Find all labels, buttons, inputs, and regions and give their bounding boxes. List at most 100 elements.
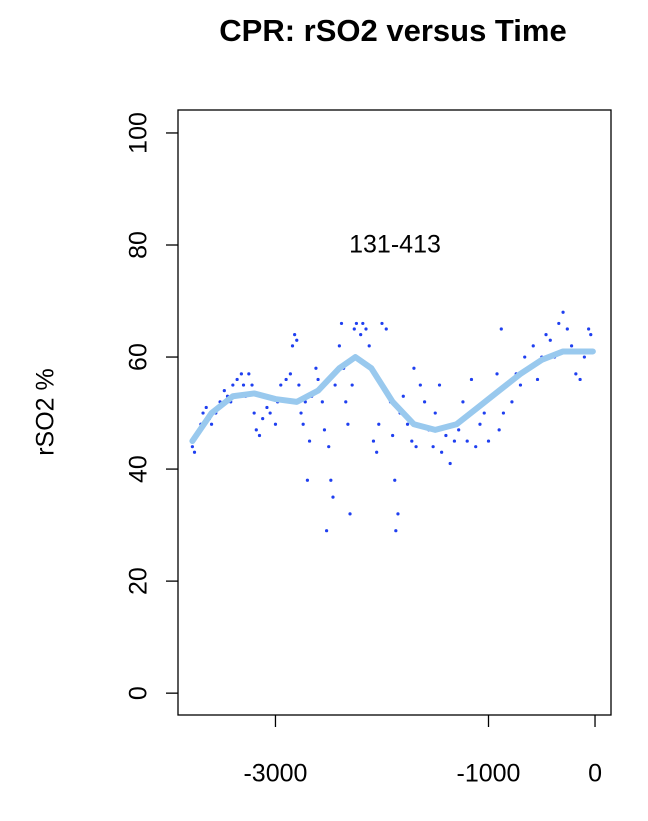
point (448, 461, 452, 466)
point (412, 366, 416, 370)
point (301, 422, 305, 426)
point (501, 411, 506, 415)
point (561, 310, 565, 314)
point (384, 327, 388, 331)
y-tick-label: 0 (125, 686, 153, 700)
x-tick-label: -1000 (457, 760, 521, 788)
point (440, 450, 444, 454)
point (265, 405, 269, 410)
point (482, 411, 486, 415)
point (474, 445, 478, 449)
point (331, 495, 335, 499)
y-tick-label: 80 (125, 231, 153, 259)
point (290, 344, 295, 348)
point (478, 422, 482, 426)
point (222, 389, 226, 393)
point (322, 428, 327, 432)
point (333, 383, 337, 387)
point (239, 372, 243, 376)
point (499, 327, 503, 331)
point (418, 383, 422, 387)
point (359, 333, 363, 337)
point (247, 372, 251, 376)
point (578, 377, 582, 382)
point (235, 377, 239, 382)
point (250, 383, 254, 387)
point (201, 411, 205, 415)
chart-title: CPR: rSO2 versus Time (219, 13, 566, 48)
point (495, 372, 499, 376)
point (339, 321, 344, 326)
point (324, 529, 329, 533)
point (497, 428, 501, 432)
point (204, 405, 208, 410)
point (346, 422, 350, 426)
point (364, 327, 368, 331)
point (469, 377, 474, 382)
point (410, 439, 414, 443)
point (452, 439, 457, 443)
x-tick-label: 0 (588, 760, 602, 788)
point (414, 445, 418, 449)
point (354, 321, 359, 326)
point (535, 377, 540, 382)
point (574, 372, 578, 376)
point (589, 333, 593, 337)
point (401, 394, 405, 398)
point (548, 338, 552, 342)
point (316, 377, 320, 382)
point (396, 512, 400, 516)
point (261, 417, 265, 421)
point (391, 433, 395, 438)
point (284, 377, 288, 382)
point (380, 321, 384, 326)
point (348, 512, 352, 516)
point (352, 327, 356, 331)
point (307, 439, 312, 443)
smooth-line (189, 348, 596, 445)
y-axis-label: rSO2 % (32, 368, 60, 456)
point (375, 450, 379, 454)
point (523, 355, 527, 359)
point (288, 372, 292, 376)
point (377, 422, 381, 426)
point (361, 321, 365, 326)
point (320, 400, 324, 404)
y-tick-label: 100 (125, 112, 153, 154)
point (252, 411, 256, 415)
point (257, 433, 262, 438)
y-tick-label: 60 (125, 343, 153, 371)
point (344, 400, 348, 404)
point (531, 344, 535, 348)
point (486, 439, 491, 443)
point (350, 383, 354, 387)
point (297, 383, 301, 387)
point (268, 411, 272, 415)
point (209, 422, 214, 426)
point (405, 422, 410, 426)
point (299, 411, 303, 415)
point (393, 478, 397, 482)
point (293, 333, 297, 337)
point (314, 366, 318, 370)
point (582, 355, 586, 359)
point (327, 445, 331, 449)
point (254, 428, 258, 432)
point (295, 338, 299, 342)
point (557, 321, 561, 326)
point (190, 445, 194, 449)
point (394, 529, 398, 533)
point (231, 383, 235, 387)
x-tick-label: -3000 (243, 760, 307, 788)
point (279, 383, 283, 387)
point (241, 383, 246, 387)
point (461, 400, 465, 404)
point (305, 478, 310, 482)
plot-box (177, 109, 612, 716)
annotation: 131-413 (349, 231, 441, 259)
point (457, 428, 461, 432)
y-tick-label: 20 (125, 567, 153, 595)
point (444, 433, 448, 438)
point (371, 439, 376, 443)
